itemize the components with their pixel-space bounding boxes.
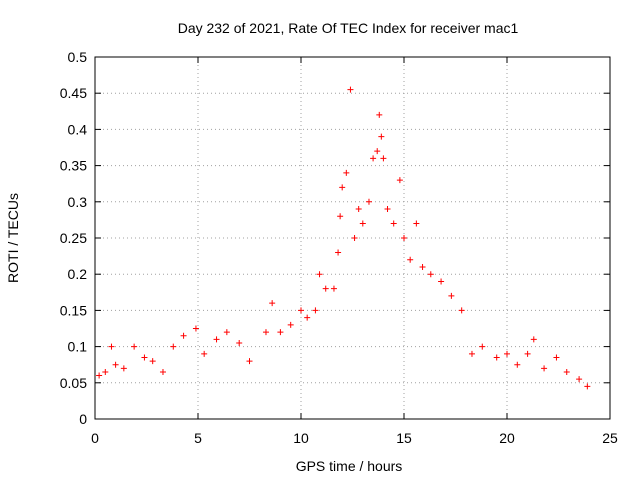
data-point xyxy=(347,86,354,93)
data-point xyxy=(322,285,329,292)
data-point xyxy=(213,336,220,343)
data-point xyxy=(108,343,115,350)
data-point xyxy=(330,285,337,292)
data-point xyxy=(149,358,156,365)
data-point xyxy=(384,206,391,213)
data-point xyxy=(413,220,420,227)
y-tick-label: 0.4 xyxy=(68,121,88,137)
y-tick-label: 0 xyxy=(79,411,87,427)
x-tick-label: 15 xyxy=(396,430,412,446)
data-point xyxy=(584,383,591,390)
data-point xyxy=(355,206,362,213)
data-point xyxy=(351,235,358,241)
data-point xyxy=(262,329,269,336)
data-point xyxy=(396,177,403,184)
x-tick-label: 5 xyxy=(194,430,202,446)
chart-title: Day 232 of 2021, Rate Of TEC Index for r… xyxy=(178,20,519,36)
data-point xyxy=(378,133,385,140)
data-point xyxy=(192,325,199,332)
data-point xyxy=(312,307,319,314)
data-point xyxy=(563,368,570,375)
data-point xyxy=(159,368,166,375)
data-point xyxy=(131,343,138,350)
y-tick-label: 0.45 xyxy=(60,85,87,101)
data-point xyxy=(335,249,342,256)
y-tick-label: 0.3 xyxy=(68,194,88,210)
data-point xyxy=(365,198,372,205)
data-point xyxy=(479,343,486,350)
data-point xyxy=(96,372,103,379)
data-point xyxy=(530,336,537,343)
data-point xyxy=(223,329,230,336)
data-point xyxy=(120,365,127,372)
data-point xyxy=(370,155,377,162)
data-point xyxy=(514,361,521,368)
data-point xyxy=(374,148,381,155)
y-tick-label: 0.35 xyxy=(60,158,87,174)
data-point xyxy=(419,263,426,270)
x-tick-label: 0 xyxy=(91,430,99,446)
data-point xyxy=(504,350,510,357)
x-tick-label: 25 xyxy=(602,430,618,446)
data-point xyxy=(458,307,465,314)
data-points xyxy=(96,86,591,390)
data-point xyxy=(201,350,208,357)
x-tick-label: 10 xyxy=(293,430,309,446)
data-point xyxy=(438,278,445,285)
y-tick-label: 0.25 xyxy=(60,230,87,246)
data-point xyxy=(524,350,531,357)
data-point xyxy=(277,329,284,336)
data-point xyxy=(427,271,434,278)
data-point xyxy=(141,354,148,361)
data-point xyxy=(380,155,387,162)
axis-ticks: 0 5 10 15 20 25 0 0.05 0.1 0.15 0.2 0.25 0.3 0.35 0.4 0… xyxy=(60,49,618,446)
data-point xyxy=(102,368,109,375)
data-point xyxy=(112,361,119,368)
data-point xyxy=(541,365,548,372)
data-point xyxy=(390,220,397,227)
data-point xyxy=(493,354,500,361)
data-point xyxy=(246,358,253,365)
data-point xyxy=(180,332,187,339)
y-axis-label: ROTI / TECUs xyxy=(5,193,21,283)
y-tick-label: 0.15 xyxy=(60,302,87,318)
x-axis-label: GPS time / hours xyxy=(296,458,403,474)
data-point xyxy=(170,343,177,350)
data-point xyxy=(359,220,366,227)
data-point xyxy=(298,307,304,314)
y-tick-label: 0.2 xyxy=(68,266,88,282)
data-point xyxy=(553,354,560,361)
y-tick-label: 0.5 xyxy=(68,49,88,65)
data-point xyxy=(576,376,583,383)
x-tick-label: 20 xyxy=(499,430,515,446)
y-tick-label: 0.05 xyxy=(60,375,87,391)
data-point xyxy=(343,169,350,176)
data-point xyxy=(269,300,276,307)
data-point xyxy=(376,111,383,118)
data-point xyxy=(337,213,344,220)
data-point xyxy=(304,314,311,321)
data-point xyxy=(236,339,243,346)
y-tick-label: 0.1 xyxy=(68,339,88,355)
data-point xyxy=(287,321,294,328)
data-point xyxy=(339,184,346,191)
data-point xyxy=(401,235,407,241)
data-point xyxy=(468,350,475,357)
data-point xyxy=(316,271,323,278)
data-point xyxy=(448,292,455,299)
data-point xyxy=(407,256,414,263)
